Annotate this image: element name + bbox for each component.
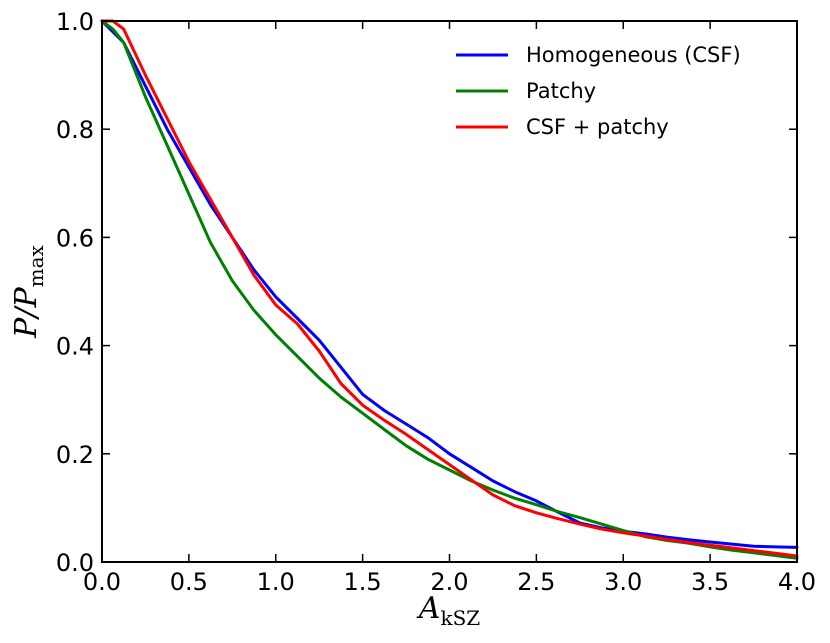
legend-label-1: Patchy xyxy=(526,79,596,103)
x-tick-labels: 0.0 0.5 1.0 1.5 2.0 2.5 3.0 3.5 4.0 xyxy=(83,568,816,596)
x-tick-label: 0.0 xyxy=(83,568,121,596)
axis-ticks xyxy=(101,20,798,563)
x-tick-label: 3.5 xyxy=(691,568,729,596)
legend: Homogeneous (CSF) Patchy CSF + patchy xyxy=(456,43,741,139)
x-axis-label-main: A xyxy=(416,591,441,626)
x-tick-label: 2.5 xyxy=(517,568,555,596)
x-tick-label: 1.5 xyxy=(344,568,382,596)
y-tick-label: 0.8 xyxy=(56,116,94,144)
y-tick-label: 1.0 xyxy=(56,8,94,36)
y-axis-label-subscript: max xyxy=(24,244,48,287)
x-axis-label: AkSZ xyxy=(416,591,480,630)
series-line-2 xyxy=(100,19,799,558)
y-axis-label-main: P/P xyxy=(9,287,44,339)
x-tick-label: 3.0 xyxy=(604,568,642,596)
y-tick-label: 0.0 xyxy=(56,549,94,577)
plot-area-frame xyxy=(101,20,798,563)
x-axis-label-subscript: kSZ xyxy=(440,606,480,630)
legend-label-0: Homogeneous (CSF) xyxy=(526,43,741,67)
legend-label-2: CSF + patchy xyxy=(526,115,669,139)
series-line-1 xyxy=(100,19,799,560)
x-tick-label: 0.5 xyxy=(170,568,208,596)
y-tick-labels: 0.0 0.2 0.4 0.6 0.8 1.0 xyxy=(56,8,94,577)
x-tick-label: 1.0 xyxy=(257,568,295,596)
y-tick-label: 0.2 xyxy=(56,441,94,469)
series-lines xyxy=(100,19,799,560)
x-tick-label: 4.0 xyxy=(778,568,816,596)
y-tick-label: 0.6 xyxy=(56,224,94,252)
y-tick-label: 0.4 xyxy=(56,333,94,361)
x-tick-label: 2.0 xyxy=(430,568,468,596)
y-axis-label: P/Pmax xyxy=(9,244,48,338)
series-line-0 xyxy=(100,19,799,549)
